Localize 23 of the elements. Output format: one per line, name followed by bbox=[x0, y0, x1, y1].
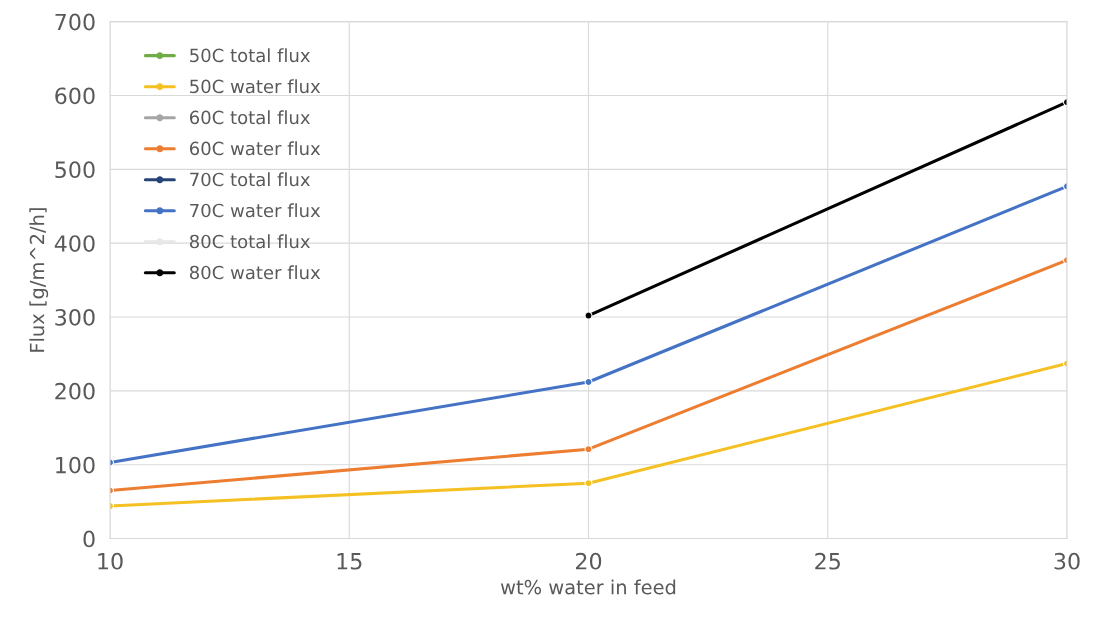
y-axis-title: Flux [g/m^2/h] bbox=[29, 208, 49, 352]
x-axis-title: wt% water in feed bbox=[500, 579, 676, 595]
x-tick-label: 10 bbox=[98, 552, 123, 570]
y-tick-label: 0 bbox=[83, 530, 95, 548]
legend-label: 50C total flux bbox=[190, 48, 310, 63]
legend-label: 80C total flux bbox=[189, 234, 310, 249]
legend-label: 80C water flux bbox=[189, 265, 321, 280]
y-tick-label: 200 bbox=[55, 382, 95, 400]
y-tick-label: 400 bbox=[54, 235, 95, 252]
y-tick-label: 600 bbox=[55, 87, 95, 105]
x-tick-label: 15 bbox=[337, 553, 362, 570]
legend-label: 60C total flux bbox=[189, 110, 310, 125]
x-tick-label: 20 bbox=[575, 552, 602, 570]
y-tick-label: 500 bbox=[55, 161, 95, 179]
legend-label: 70C water flux bbox=[190, 203, 321, 218]
legend-label: 60C water flux bbox=[189, 141, 321, 156]
x-tick-label: 25 bbox=[815, 552, 840, 570]
x-tick-label: 30 bbox=[1054, 552, 1080, 570]
y-tick-label: 700 bbox=[55, 13, 95, 31]
legend-label: 50C water flux bbox=[190, 79, 321, 94]
y-tick-label: 300 bbox=[55, 308, 95, 326]
legend-label: 70C total flux bbox=[190, 172, 310, 187]
y-tick-label: 100 bbox=[56, 456, 95, 474]
